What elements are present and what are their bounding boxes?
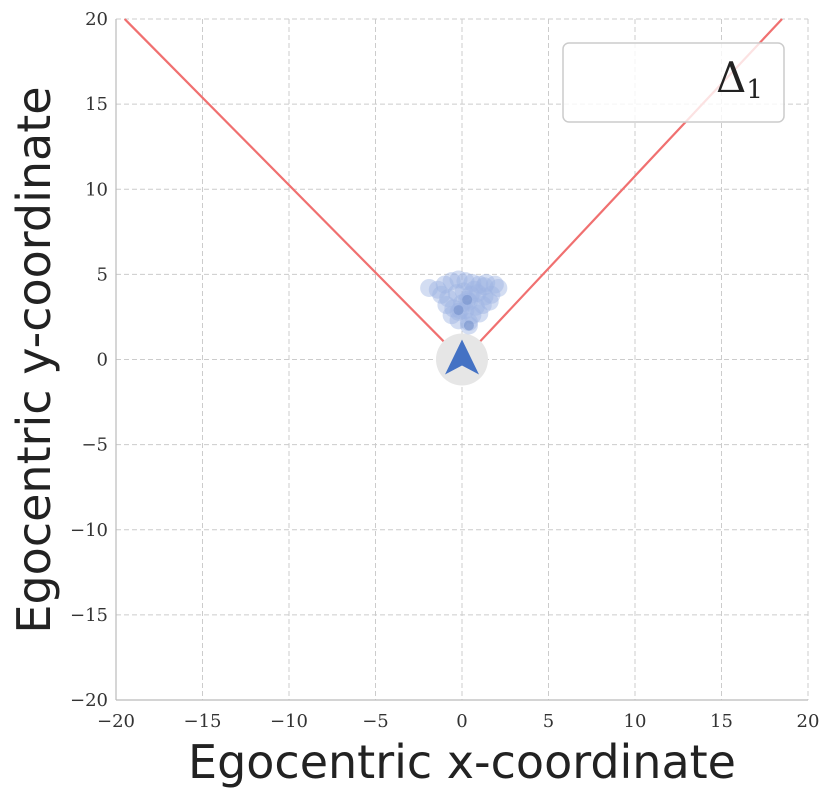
- axes-spines: [115, 19, 808, 701]
- agent-arrow-icon: [445, 339, 479, 375]
- point-cloud: [420, 270, 508, 335]
- data-point: [442, 272, 461, 291]
- y-tick-label: −10: [70, 520, 108, 541]
- x-tick-label: −5: [362, 711, 389, 732]
- legend-box: [562, 42, 785, 123]
- y-tick-label: −20: [70, 690, 108, 711]
- data-point: [470, 275, 489, 294]
- x-tick-label: 5: [543, 711, 554, 732]
- data-point: [473, 296, 492, 315]
- y-axis-label: Egocentric y-coordinate: [7, 86, 61, 633]
- data-point: [468, 284, 487, 303]
- y-tick-label: −15: [70, 605, 108, 626]
- x-axis-label: Egocentric x-coordinate: [188, 735, 736, 789]
- y-tick-label: 0: [97, 350, 108, 371]
- data-point: [447, 284, 466, 303]
- y-tick-label: −5: [81, 435, 108, 456]
- boundary-line-left: [123, 18, 448, 345]
- data-point: [477, 273, 496, 292]
- data-point-core: [453, 305, 464, 316]
- legend-label: Δ1: [716, 53, 763, 105]
- data-point: [475, 287, 494, 306]
- data-point-core: [462, 294, 473, 305]
- data-point-core: [463, 320, 474, 331]
- data-point: [449, 311, 468, 330]
- data-point: [456, 272, 475, 291]
- x-tick-labels: −20 −15 −10 −5 0 5 10 15 20: [97, 711, 819, 732]
- y-tick-labels: −20 −15 −10 −5 0 5 10 15 20: [70, 9, 108, 711]
- data-point: [485, 275, 504, 294]
- data-point: [465, 280, 484, 299]
- data-point: [470, 304, 489, 323]
- data-point: [432, 285, 451, 304]
- data-point: [420, 278, 439, 297]
- data-point: [449, 270, 468, 289]
- data-point: [437, 296, 456, 315]
- data-point: [489, 278, 508, 297]
- y-tick-label: 5: [97, 264, 108, 285]
- y-tick-label: 10: [85, 179, 108, 200]
- agent-marker: [436, 333, 488, 386]
- data-point: [475, 277, 494, 296]
- data-point: [480, 292, 499, 311]
- legend: Δ1: [562, 42, 785, 123]
- legend-label-main: Δ: [716, 53, 746, 102]
- data-point: [439, 289, 458, 308]
- x-tick-label: −20: [97, 711, 135, 732]
- data-point: [463, 306, 482, 325]
- data-point: [482, 285, 501, 304]
- x-tick-label: −15: [184, 711, 222, 732]
- data-point: [435, 275, 454, 294]
- data-point: [463, 273, 482, 292]
- x-tick-label: 10: [624, 711, 647, 732]
- data-point: [428, 280, 447, 299]
- x-tick-label: 0: [456, 711, 467, 732]
- x-tick-label: 20: [797, 711, 820, 732]
- x-tick-label: −10: [270, 711, 308, 732]
- data-point: [456, 301, 475, 320]
- x-tick-label: 15: [710, 711, 733, 732]
- legend-label-sub: 1: [746, 75, 763, 105]
- y-tick-label: 20: [85, 9, 108, 30]
- y-tick-label: 15: [85, 94, 108, 115]
